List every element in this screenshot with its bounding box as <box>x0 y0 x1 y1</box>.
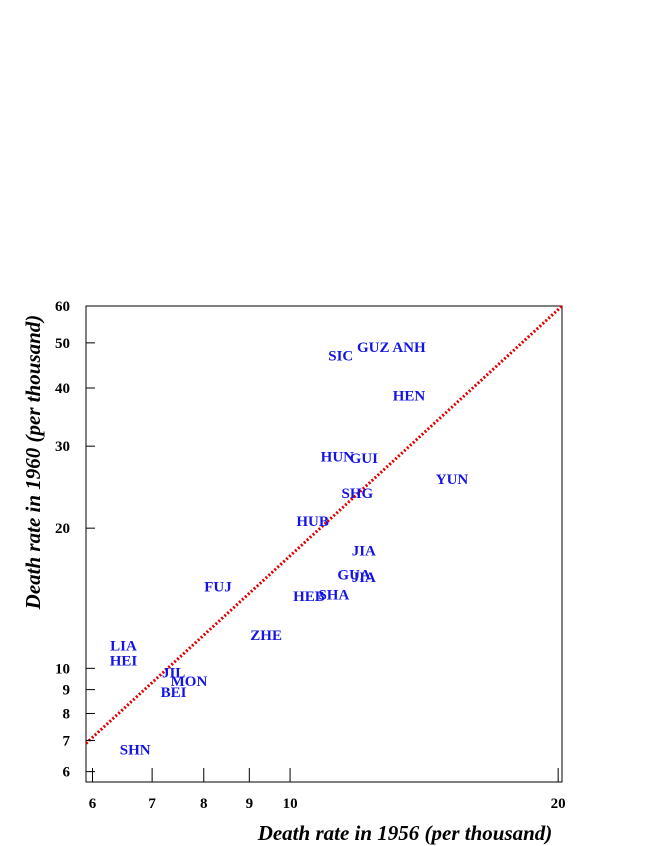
x-axis-ticks: 6 7 8 9 10 20 <box>89 768 566 812</box>
point-label-hen: HEN <box>393 389 426 405</box>
point-label-gui: GUI <box>350 451 379 467</box>
y-tick-label: 6 <box>63 765 71 781</box>
x-tick-label: 7 <box>148 796 156 812</box>
y-tick-label: 30 <box>55 439 70 455</box>
point-label-yun: YUN <box>436 472 469 488</box>
x-tick-label: 8 <box>200 796 208 812</box>
x-tick-label: 10 <box>283 796 298 812</box>
point-label-anh: ANH <box>392 340 426 356</box>
point-label-shn: SHN <box>120 742 151 758</box>
point-label-bei: BEI <box>161 685 187 701</box>
point-label-hei: HEI <box>110 653 138 669</box>
y-axis-ticks: 6 7 8 9 10 20 30 40 50 60 <box>55 299 95 781</box>
x-axis-title: Death rate in 1956 (per thousand) <box>257 821 553 845</box>
y-tick-label: 9 <box>63 683 71 699</box>
y-tick-label: 40 <box>55 381 70 397</box>
point-label-guz: GUZ <box>357 340 390 356</box>
x-tick-label: 9 <box>246 796 254 812</box>
point-label-gua: GUA <box>337 568 371 584</box>
y-tick-label: 60 <box>55 299 70 315</box>
y-axis-title: Death rate in 1960 (per thousand) <box>21 315 45 611</box>
plot-frame <box>85 305 563 783</box>
point-label-hun: HUN <box>321 450 355 466</box>
point-label-lia: LIA <box>110 638 137 654</box>
point-label-zhe: ZHE <box>250 628 282 644</box>
y-tick-label: 10 <box>55 661 70 677</box>
point-label-jil: JIL <box>162 665 185 681</box>
x-tick-label: 6 <box>89 796 97 812</box>
y-tick-label: 7 <box>63 733 71 749</box>
point-label-sic: SIC <box>328 348 353 364</box>
y-tick-label: 8 <box>63 706 71 722</box>
point-label-fuj: FUJ <box>204 579 232 595</box>
point-label-shg: SHG <box>342 486 374 502</box>
point-label-jia: JIA <box>352 570 376 586</box>
y-tick-label: 20 <box>55 521 70 537</box>
y-tick-label: 50 <box>55 336 70 352</box>
point-label-jia: JIA <box>352 544 376 560</box>
point-label-mon: MON <box>171 674 208 690</box>
point-label-hub: HUB <box>296 514 329 530</box>
point-label-sha: SHA <box>318 588 349 604</box>
x-tick-label: 20 <box>551 796 566 812</box>
point-label-heb: HEB <box>293 589 325 605</box>
